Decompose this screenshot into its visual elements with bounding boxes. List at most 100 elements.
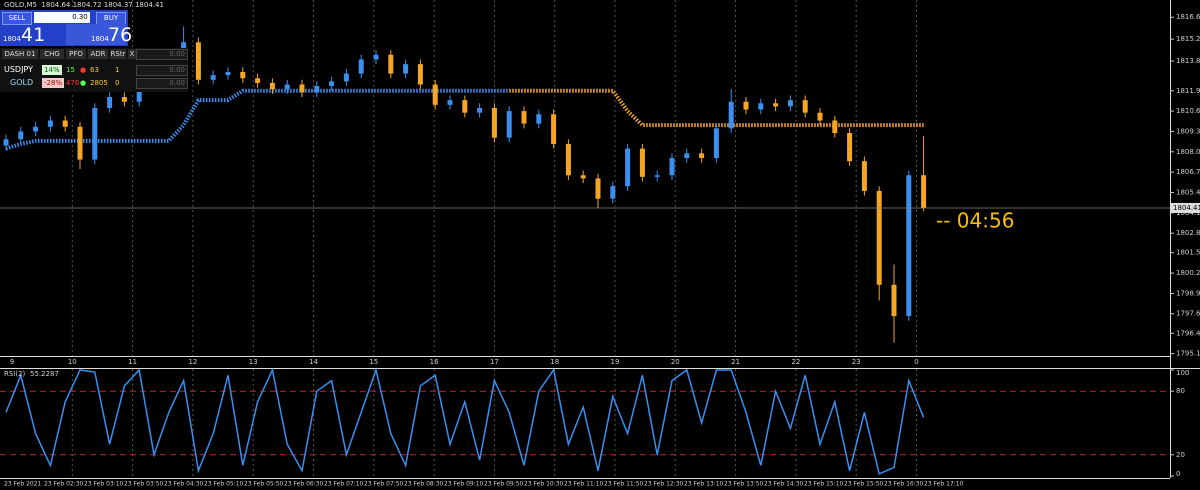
x-tick-label: 23 Feb 15:50 [844,481,884,488]
x-tick-label: 23 Feb 08:30 [404,481,444,488]
candle-body [654,175,660,177]
candle-body [240,71,246,79]
ask-price[interactable]: 76 [108,24,133,46]
countdown: -- 04:56 [936,209,1014,233]
y-tick-label: 1808.00 [1176,148,1200,156]
sell-button[interactable]: SELL [2,12,32,25]
rsi-value: 55.2287 [30,370,59,378]
current-price-box [1171,202,1200,213]
candle-body [536,114,542,124]
candle-body [136,82,142,102]
y-tick-label: 1800.25 [1176,269,1200,277]
tab[interactable]: ADR [88,49,108,59]
candle-body [699,153,705,159]
candle-body [506,111,512,138]
y-tick-label: 1806.70 [1176,168,1200,176]
candle-body [3,139,9,146]
indicator-line [5,88,510,151]
x-tick-label: 23 Feb 07:10 [324,481,364,488]
candle-body [47,120,53,127]
candle-body [343,73,349,82]
x-tick-label: 23 Feb 2021 [4,481,42,488]
row-value: 476 [66,79,80,87]
x-tick-label: 23 Feb 10:30 [524,481,564,488]
bid-prefix: 1804 [3,35,21,43]
row-dot: ● [80,66,87,74]
y-tick-label: 1802.80 [1176,229,1200,237]
ohlc-low: 1804.37 [103,1,133,9]
x-tick-label: 23 Feb 16:30 [884,481,924,488]
rsi-line [5,367,925,475]
candle-body [595,178,601,199]
candle-body [299,84,305,93]
y-tick-label: 1797.65 [1176,310,1200,318]
row-count: 0 [115,79,120,87]
candle-body [551,114,557,144]
tab[interactable]: CHG [40,49,64,59]
x-tick-label: 23 Feb 11:50 [604,481,644,488]
ohlc-open: 1804.64 [41,1,71,9]
y-tick-label: 1795.10 [1176,350,1200,358]
x-tick-label: 23 Feb 05:50 [244,481,284,488]
x-tick-label: 9 [10,358,14,366]
candle-body [121,97,127,102]
tab[interactable]: PFO [66,49,86,59]
y-tick-label: 1798.95 [1176,289,1200,297]
x-tick-label: 15 [369,358,378,366]
y-tick-label: 1809.30 [1176,127,1200,135]
row-value: 15 [66,66,75,74]
candle-body [403,64,409,74]
candle-body [462,100,468,113]
x-tick-label: 10 [68,358,77,366]
x-tick-label: 23 [852,358,861,366]
row-change: -28% [42,78,65,88]
candle-body [787,100,793,107]
candle-body [255,78,261,83]
candle-body [802,100,808,113]
candle-body [18,131,24,140]
x-tick-label: 23 Feb 15:10 [804,481,844,488]
x-tick-label: 18 [550,358,559,366]
candle-body [92,107,98,160]
lot-value: 0.30 [72,13,88,21]
candle-body [62,120,68,127]
x-tick-label: 20 [671,358,680,366]
row-symbol[interactable]: GOLD [10,78,34,87]
x-tick-label: 23 Feb 09:50 [484,481,524,488]
x-tick-label: 17 [490,358,499,366]
y-tick-label: 1813.80 [1176,57,1200,65]
candle-body [210,75,216,80]
candle-body [610,186,616,199]
candle-body [625,148,631,187]
trade-panel: SELL 0.30 BUY 1804 41 1804 76 [0,10,132,46]
candle-body [861,161,867,191]
x-tick-label: 19 [611,358,620,366]
candle-body [432,84,438,105]
lot-input[interactable]: 0.30 [34,12,90,23]
x-tick-label: 23 Feb 14:30 [764,481,804,488]
ohlc-high: 1804.72 [72,1,102,9]
row-symbol[interactable]: USDJPY [4,65,33,74]
candle-body [906,175,912,317]
tab[interactable]: RStr [110,49,126,59]
candle-body [832,120,838,134]
ohlc-close: 1804.41 [134,1,164,9]
row-count: 1 [115,66,120,74]
x-tick-label: 12 [188,358,197,366]
candle-body [491,107,497,138]
y-tick-label: 0 [1176,470,1180,478]
y-tick-label: 1810.60 [1176,107,1200,115]
row-value: 2805 [90,79,108,87]
tab[interactable]: DASH 01 [2,49,38,59]
candle-body [195,42,201,80]
x-tick-label: 23 Feb 13:10 [684,481,724,488]
x-tick-label: 23 Feb 13:50 [724,481,764,488]
bid-price[interactable]: 41 [21,24,46,46]
tab[interactable]: X [128,49,136,59]
y-tick-label: 100 [1176,369,1189,377]
candle-body [891,284,897,317]
dashboard: DASH 01 CHG PFO ADR RStr X 0.00 USDJPY 1… [0,48,188,92]
x-tick-label: 11 [128,358,137,366]
